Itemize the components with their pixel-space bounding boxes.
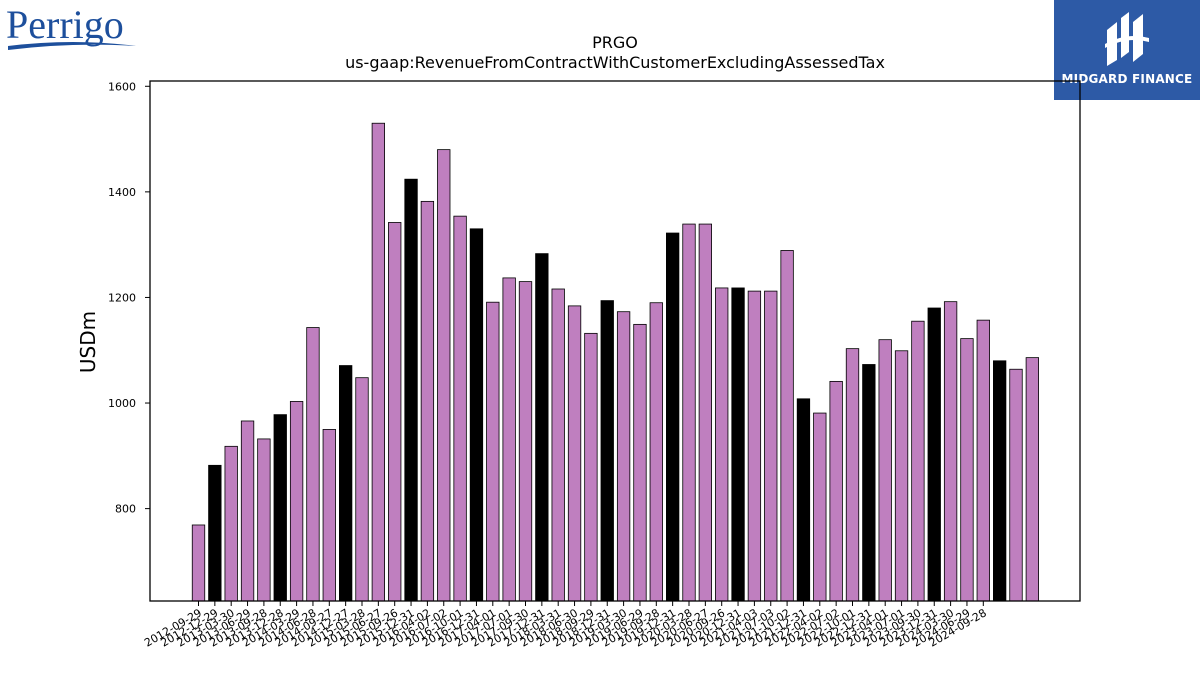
bar xyxy=(273,414,287,602)
bar xyxy=(469,228,484,602)
y-tick-label: 1400 xyxy=(108,186,136,199)
bar xyxy=(715,287,729,602)
bar xyxy=(404,178,418,602)
bar xyxy=(289,401,304,602)
bar xyxy=(355,377,369,602)
bar xyxy=(796,398,811,602)
chart-title: PRGO xyxy=(592,33,638,52)
bar xyxy=(567,305,582,602)
bar xyxy=(1025,357,1039,602)
bar xyxy=(911,320,925,602)
y-axis: 800 1000 1200 1400 1600 xyxy=(108,80,150,516)
bar xyxy=(535,253,549,602)
bar xyxy=(306,327,320,602)
bar xyxy=(388,222,402,602)
perrigo-logo: Perrigo xyxy=(6,2,136,50)
bar xyxy=(371,122,386,602)
bar xyxy=(322,429,336,602)
bar xyxy=(927,307,941,602)
bar xyxy=(731,287,745,602)
y-tick-label: 1600 xyxy=(108,80,136,93)
bar xyxy=(518,281,533,602)
bar xyxy=(780,250,794,602)
bar xyxy=(208,464,222,602)
bar xyxy=(584,332,598,602)
bar xyxy=(878,339,892,602)
plot-frame xyxy=(149,80,1081,602)
bar xyxy=(502,277,516,602)
midgard-emblem-icon xyxy=(1105,12,1149,66)
bar xyxy=(993,360,1007,602)
bar xyxy=(862,364,876,602)
bar xyxy=(960,338,974,602)
bar xyxy=(747,290,762,602)
bar xyxy=(682,223,696,602)
y-tick-label: 1000 xyxy=(108,397,136,410)
perrigo-logo-text: Perrigo xyxy=(6,2,124,47)
x-axis: 2012-09-292012-12-292013-03-302013-06-29… xyxy=(142,601,989,650)
bar xyxy=(1009,368,1023,602)
bar xyxy=(257,438,271,602)
y-axis-label: USDm xyxy=(76,311,100,373)
y-tick-label: 1200 xyxy=(108,291,136,304)
bar xyxy=(633,323,647,602)
bar xyxy=(976,319,990,602)
bar xyxy=(224,445,238,602)
bar xyxy=(600,300,614,602)
midgard-finance-logo: MIDGARD FINANCE xyxy=(1054,0,1200,100)
chart-subtitle: us-gaap:RevenueFromContractWithCustomerE… xyxy=(345,53,885,72)
bar xyxy=(240,420,255,602)
bar xyxy=(338,365,353,602)
bar xyxy=(649,302,663,602)
perrigo-swoosh xyxy=(8,42,136,50)
bar xyxy=(943,301,958,602)
bar xyxy=(486,301,500,602)
bar xyxy=(764,290,778,602)
bar xyxy=(616,311,631,602)
bar xyxy=(845,348,860,602)
midgard-logo-text: MIDGARD FINANCE xyxy=(1061,72,1193,86)
y-tick-label: 800 xyxy=(115,503,136,516)
bar xyxy=(420,200,435,602)
bar xyxy=(437,149,451,602)
bar xyxy=(551,288,565,602)
bar xyxy=(829,380,843,602)
bar xyxy=(453,215,467,602)
bar xyxy=(191,524,206,602)
bar xyxy=(666,232,680,602)
bar xyxy=(894,350,909,602)
bar xyxy=(813,412,827,602)
bar xyxy=(698,223,712,602)
bars-group xyxy=(191,122,1039,602)
